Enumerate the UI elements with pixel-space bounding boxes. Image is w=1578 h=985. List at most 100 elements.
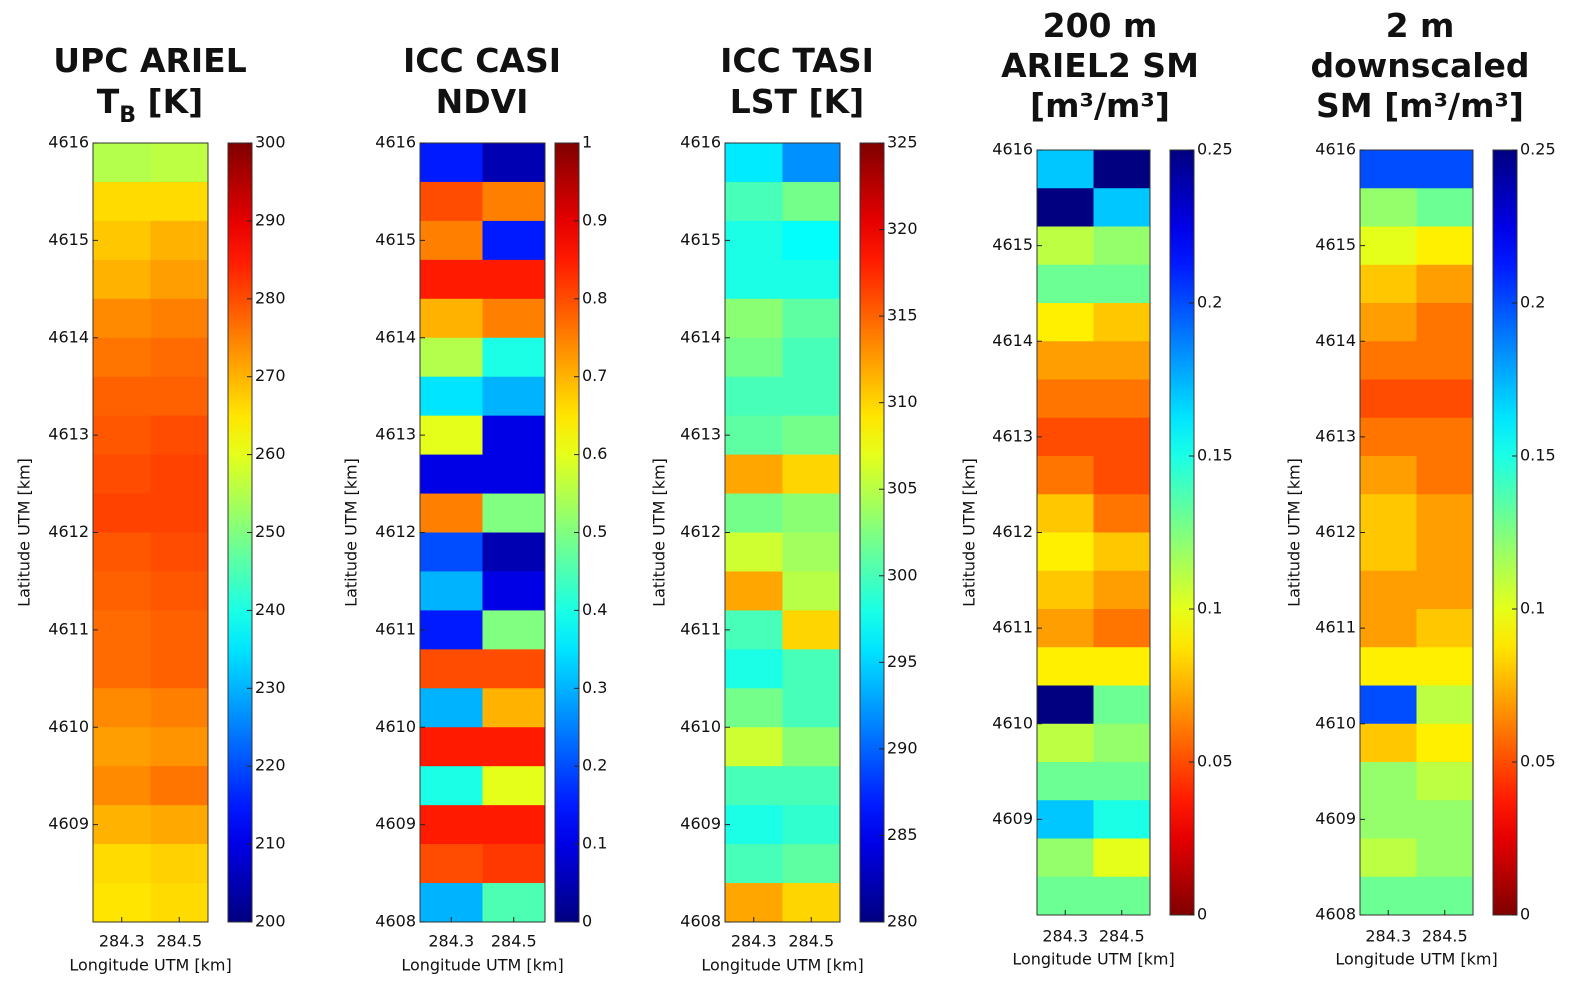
heatmap-cell <box>150 883 209 923</box>
x-axis-label: Longitude UTM [km] <box>1012 950 1174 969</box>
colorbar-tick-label: 0.3 <box>582 678 607 697</box>
heatmap-cell <box>420 649 483 689</box>
heatmap-cell <box>150 532 209 572</box>
y-tick-label: 4610 <box>992 713 1033 732</box>
heatmap-cell <box>420 454 483 495</box>
heatmap-cell <box>725 298 783 339</box>
heatmap-cell <box>150 727 209 767</box>
y-tick-label: 4610 <box>1315 713 1356 732</box>
heatmap-cell <box>420 337 483 378</box>
heatmap-cell <box>93 844 151 884</box>
heatmap-cell <box>782 571 841 611</box>
y-tick-label: 4616 <box>1315 140 1356 159</box>
heatmap-cell <box>782 376 841 417</box>
heatmap-cell <box>93 337 151 378</box>
heatmap-cell <box>1360 647 1417 686</box>
y-tick-label: 4616 <box>992 140 1033 159</box>
x-tick-label: 284.5 <box>788 932 834 951</box>
colorbar-tick-label: 315 <box>887 306 918 325</box>
x-tick-label: 284.3 <box>1042 927 1088 946</box>
heatmap-cell <box>482 727 546 767</box>
heatmap-cell <box>1360 570 1417 610</box>
panel-title: NDVI <box>436 82 529 121</box>
heatmap-cell <box>482 259 546 300</box>
heatmap-cell <box>482 143 546 183</box>
heatmap-cell <box>725 883 783 923</box>
colorbar-tick-label: 260 <box>255 444 286 463</box>
heatmap-cell <box>150 220 209 261</box>
y-tick-label: 4609 <box>48 814 89 833</box>
heatmap-cell <box>1037 609 1094 648</box>
heatmap-cell <box>1093 685 1151 725</box>
heatmap-cell <box>1360 532 1417 572</box>
heatmap-cell <box>150 844 209 884</box>
heatmap-cell <box>1360 609 1417 648</box>
colorbar-tick-label: 0.2 <box>1197 293 1222 312</box>
heatmap-cell <box>1416 876 1474 916</box>
y-tick-label: 4610 <box>680 717 721 736</box>
heatmap-cell <box>482 532 546 572</box>
heatmap-cell <box>93 688 151 728</box>
colorbar-tick-label: 250 <box>255 522 286 541</box>
panel-title: downscaled <box>1310 46 1529 85</box>
heatmap-cell <box>93 883 151 923</box>
heatmap-cell <box>482 493 546 533</box>
colorbar-tick-label: 230 <box>255 678 286 697</box>
heatmap-cell <box>93 493 151 533</box>
heatmap-cell <box>150 766 209 806</box>
y-tick-label: 4616 <box>48 133 89 152</box>
y-tick-label: 4614 <box>992 331 1033 350</box>
y-tick-label: 4613 <box>375 425 416 444</box>
panel-title: ARIEL2 SM <box>1001 46 1199 85</box>
heatmap-cell <box>93 649 151 689</box>
heatmap-cell <box>1416 456 1474 495</box>
y-tick-label: 4611 <box>1315 618 1356 637</box>
title-text: ARIEL2 SM <box>1001 46 1199 85</box>
heatmap-cell <box>1093 150 1151 189</box>
colorbar-tick-label: 0.05 <box>1197 752 1233 771</box>
heatmap-cell <box>782 610 841 650</box>
x-tick-label: 284.3 <box>731 932 777 951</box>
colorbar-tick-label: 0.15 <box>1197 446 1233 465</box>
x-tick-label: 284.5 <box>156 932 202 951</box>
heatmap-cell <box>1093 609 1151 648</box>
heatmap-cell <box>482 220 546 261</box>
heatmap-cell <box>150 454 209 495</box>
heatmap-cell <box>1360 800 1417 839</box>
heatmap-cell <box>1093 570 1151 610</box>
heatmap-cell <box>150 688 209 728</box>
y-tick-label: 4614 <box>680 327 721 346</box>
panel-title: LST [K] <box>730 82 865 121</box>
y-axis-label: Latitude UTM [km] <box>960 458 979 607</box>
panel-title: SM [m³/m³] <box>1316 86 1524 125</box>
heatmap-cell <box>93 727 151 767</box>
heatmap-cell <box>482 688 546 728</box>
heatmap-cell <box>150 298 209 339</box>
heatmap-cell <box>1093 838 1151 878</box>
y-tick-label: 4610 <box>375 717 416 736</box>
heatmap-cell <box>1037 838 1094 878</box>
colorbar-tick-label: 0.2 <box>1520 293 1545 312</box>
heatmap-cell <box>482 805 546 845</box>
heatmap-cell <box>1093 341 1151 380</box>
heatmap-cell <box>420 220 483 261</box>
heatmap-cell <box>482 883 546 923</box>
heatmap-cell <box>1037 685 1094 725</box>
heatmap-cell <box>1037 876 1094 916</box>
heatmap-cell <box>1037 456 1094 495</box>
panel-title: 200 m <box>1043 6 1158 45</box>
colorbar-tick-label: 0.7 <box>582 366 607 385</box>
heatmap-cell <box>93 454 151 495</box>
colorbar-tick-label: 290 <box>255 210 286 229</box>
title-text: [K] <box>136 82 203 121</box>
heatmap-cell <box>150 493 209 533</box>
heatmap-cell <box>1416 800 1474 839</box>
y-tick-label: 4609 <box>680 814 721 833</box>
colorbar-tick-label: 300 <box>255 133 286 152</box>
heatmap-cell <box>725 376 783 417</box>
y-tick-label: 4612 <box>680 522 721 541</box>
heatmap-cell <box>725 259 783 300</box>
heatmap-cell <box>420 259 483 300</box>
y-tick-label: 4608 <box>375 912 416 931</box>
y-tick-label: 4611 <box>375 619 416 638</box>
